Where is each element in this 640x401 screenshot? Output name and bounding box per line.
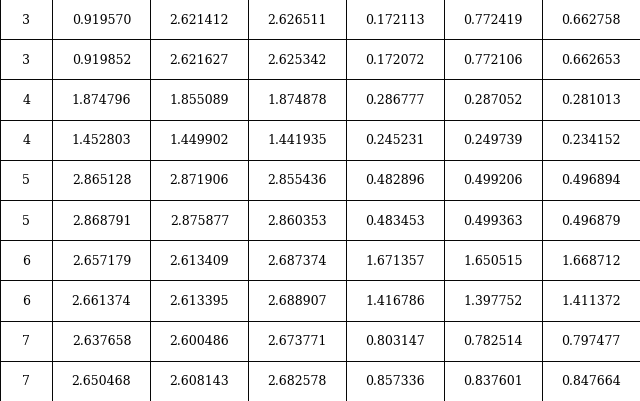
- Text: 0.483453: 0.483453: [365, 214, 425, 227]
- Text: 1.452803: 1.452803: [72, 134, 131, 147]
- Text: 0.482896: 0.482896: [365, 174, 425, 187]
- Text: 1.416786: 1.416786: [365, 294, 425, 307]
- Text: 2.625342: 2.625342: [268, 54, 327, 67]
- Text: 2.613395: 2.613395: [170, 294, 229, 307]
- Text: 0.172113: 0.172113: [365, 14, 425, 26]
- Text: 0.772106: 0.772106: [463, 54, 523, 67]
- Text: 2.637658: 2.637658: [72, 334, 131, 347]
- Text: 0.857336: 0.857336: [365, 375, 425, 387]
- Text: 2.855436: 2.855436: [268, 174, 327, 187]
- Text: 2.608143: 2.608143: [170, 375, 229, 387]
- Text: 2.657179: 2.657179: [72, 254, 131, 267]
- Text: 2.868791: 2.868791: [72, 214, 131, 227]
- Text: 6: 6: [22, 294, 30, 307]
- Text: 7: 7: [22, 375, 30, 387]
- Text: 1.650515: 1.650515: [463, 254, 523, 267]
- Text: 0.499206: 0.499206: [463, 174, 523, 187]
- Text: 1.441935: 1.441935: [268, 134, 327, 147]
- Text: 0.919852: 0.919852: [72, 54, 131, 67]
- Text: 6: 6: [22, 254, 30, 267]
- Text: 4: 4: [22, 134, 30, 147]
- Text: 0.234152: 0.234152: [561, 134, 621, 147]
- Text: 0.496879: 0.496879: [561, 214, 621, 227]
- Text: 0.245231: 0.245231: [365, 134, 425, 147]
- Text: 0.662653: 0.662653: [561, 54, 621, 67]
- Text: 2.875877: 2.875877: [170, 214, 229, 227]
- Text: 3: 3: [22, 54, 30, 67]
- Text: 2.613409: 2.613409: [170, 254, 229, 267]
- Text: 2.600486: 2.600486: [170, 334, 229, 347]
- Text: 2.621412: 2.621412: [170, 14, 229, 26]
- Text: 0.772419: 0.772419: [463, 14, 523, 26]
- Text: 7: 7: [22, 334, 30, 347]
- Text: 1.855089: 1.855089: [170, 94, 229, 107]
- Text: 2.860353: 2.860353: [268, 214, 327, 227]
- Text: 0.782514: 0.782514: [463, 334, 523, 347]
- Text: 2.621627: 2.621627: [170, 54, 229, 67]
- Text: 2.682578: 2.682578: [268, 375, 327, 387]
- Text: 2.661374: 2.661374: [72, 294, 131, 307]
- Text: 0.797477: 0.797477: [561, 334, 621, 347]
- Text: 0.496894: 0.496894: [561, 174, 621, 187]
- Text: 2.650468: 2.650468: [72, 375, 131, 387]
- Text: 0.286777: 0.286777: [365, 94, 425, 107]
- Text: 1.671357: 1.671357: [365, 254, 425, 267]
- Text: 0.287052: 0.287052: [463, 94, 523, 107]
- Text: 1.397752: 1.397752: [463, 294, 523, 307]
- Text: 1.668712: 1.668712: [561, 254, 621, 267]
- Text: 5: 5: [22, 174, 30, 187]
- Text: 0.803147: 0.803147: [365, 334, 425, 347]
- Text: 0.919570: 0.919570: [72, 14, 131, 26]
- Text: 3: 3: [22, 14, 30, 26]
- Text: 5: 5: [22, 214, 30, 227]
- Text: 0.281013: 0.281013: [561, 94, 621, 107]
- Text: 2.626511: 2.626511: [268, 14, 327, 26]
- Text: 1.449902: 1.449902: [170, 134, 229, 147]
- Text: 0.662758: 0.662758: [561, 14, 621, 26]
- Text: 0.847664: 0.847664: [561, 375, 621, 387]
- Text: 0.249739: 0.249739: [463, 134, 523, 147]
- Text: 1.411372: 1.411372: [561, 294, 621, 307]
- Text: 1.874878: 1.874878: [268, 94, 327, 107]
- Text: 0.837601: 0.837601: [463, 375, 523, 387]
- Text: 4: 4: [22, 94, 30, 107]
- Text: 2.865128: 2.865128: [72, 174, 131, 187]
- Text: 2.688907: 2.688907: [268, 294, 327, 307]
- Text: 0.172072: 0.172072: [365, 54, 425, 67]
- Text: 2.871906: 2.871906: [170, 174, 229, 187]
- Text: 1.874796: 1.874796: [72, 94, 131, 107]
- Text: 0.499363: 0.499363: [463, 214, 523, 227]
- Text: 2.673771: 2.673771: [268, 334, 327, 347]
- Text: 2.687374: 2.687374: [268, 254, 327, 267]
